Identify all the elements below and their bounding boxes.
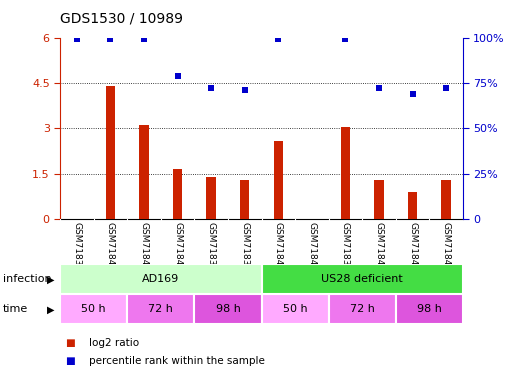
Text: 50 h: 50 h (82, 304, 106, 314)
Text: GDS1530 / 10989: GDS1530 / 10989 (60, 11, 183, 25)
Text: 50 h: 50 h (283, 304, 308, 314)
Text: GSM71841: GSM71841 (106, 222, 115, 271)
Text: US28 deficient: US28 deficient (321, 274, 403, 284)
Text: GSM71847: GSM71847 (441, 222, 451, 271)
Bar (262, 294, 328, 324)
Bar (60, 264, 262, 294)
Text: GSM71846: GSM71846 (308, 222, 316, 271)
Bar (441, 180, 451, 219)
Bar (262, 264, 463, 294)
Bar (60, 294, 127, 324)
Bar (173, 170, 183, 219)
Text: log2 ratio: log2 ratio (89, 338, 139, 348)
Bar (106, 86, 115, 219)
Text: percentile rank within the sample: percentile rank within the sample (89, 356, 265, 366)
Text: 72 h: 72 h (149, 304, 173, 314)
Text: time: time (3, 304, 28, 314)
Text: ■: ■ (65, 356, 75, 366)
Text: GSM71844: GSM71844 (173, 222, 182, 271)
Text: 98 h: 98 h (215, 304, 241, 314)
Bar (340, 127, 350, 219)
Text: ■: ■ (65, 338, 75, 348)
Bar (408, 192, 417, 219)
Bar (207, 177, 216, 219)
Text: GSM71840: GSM71840 (140, 222, 149, 271)
Text: 72 h: 72 h (350, 304, 374, 314)
Bar (274, 141, 283, 219)
Text: 98 h: 98 h (417, 304, 442, 314)
Text: GSM71845: GSM71845 (408, 222, 417, 271)
Text: GSM71843: GSM71843 (274, 222, 283, 271)
Bar (195, 294, 262, 324)
Bar (127, 294, 195, 324)
Text: infection: infection (3, 274, 51, 284)
Bar (374, 180, 384, 219)
Text: GSM71839: GSM71839 (240, 222, 249, 271)
Text: GSM71837: GSM71837 (72, 222, 82, 271)
Text: ▶: ▶ (48, 304, 55, 314)
Bar (240, 180, 249, 219)
Bar (328, 294, 396, 324)
Text: ▶: ▶ (48, 274, 55, 284)
Bar (396, 294, 463, 324)
Bar (139, 125, 149, 219)
Text: GSM71838: GSM71838 (207, 222, 215, 271)
Text: GSM71836: GSM71836 (341, 222, 350, 271)
Text: AD169: AD169 (142, 274, 179, 284)
Text: GSM71842: GSM71842 (374, 222, 383, 271)
